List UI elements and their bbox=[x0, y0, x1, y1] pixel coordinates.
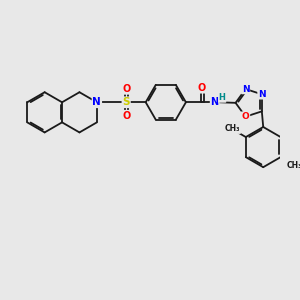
Text: H: H bbox=[219, 93, 226, 102]
Text: N: N bbox=[92, 97, 101, 107]
Text: N: N bbox=[211, 97, 219, 107]
Text: O: O bbox=[122, 111, 130, 121]
Text: O: O bbox=[242, 112, 250, 121]
Text: CH₃: CH₃ bbox=[286, 161, 300, 170]
Text: O: O bbox=[198, 83, 206, 93]
Text: O: O bbox=[122, 84, 130, 94]
Text: N: N bbox=[242, 85, 249, 94]
Text: CH₃: CH₃ bbox=[225, 124, 240, 133]
Text: N: N bbox=[258, 90, 266, 99]
Text: S: S bbox=[122, 97, 130, 107]
